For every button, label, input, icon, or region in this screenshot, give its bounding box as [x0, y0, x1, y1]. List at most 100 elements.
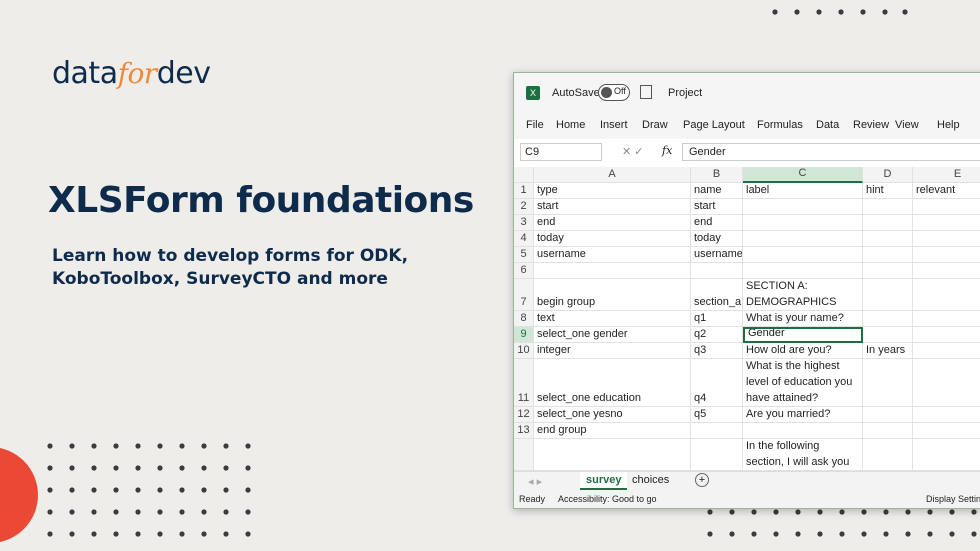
cell[interactable]: [743, 423, 863, 439]
cell[interactable]: [863, 311, 913, 327]
cell[interactable]: q1: [691, 311, 743, 327]
cell[interactable]: What is your name?: [743, 311, 863, 327]
cell[interactable]: What is the highest level of education y…: [743, 359, 863, 407]
cell[interactable]: username: [691, 247, 743, 263]
cell[interactable]: type: [534, 183, 691, 199]
name-box[interactable]: C9: [520, 143, 602, 161]
cell[interactable]: [863, 215, 913, 231]
cell[interactable]: [691, 423, 743, 439]
cell[interactable]: [913, 423, 980, 439]
cell[interactable]: [863, 439, 913, 471]
cell[interactable]: [743, 231, 863, 247]
cell[interactable]: end: [534, 215, 691, 231]
cell[interactable]: In years: [863, 343, 913, 359]
menu-item[interactable]: Help: [937, 119, 960, 131]
cell[interactable]: start: [691, 199, 743, 215]
column-header[interactable]: B: [691, 167, 743, 183]
cell[interactable]: name: [691, 183, 743, 199]
cell[interactable]: [743, 199, 863, 215]
cell[interactable]: [863, 407, 913, 423]
menu-item[interactable]: Data: [816, 119, 840, 131]
menu-item[interactable]: Draw: [642, 119, 668, 131]
cell[interactable]: [691, 263, 743, 279]
cell[interactable]: [913, 199, 980, 215]
sheet-tab[interactable]: survey: [580, 472, 628, 490]
fx[interactable]: fx: [662, 144, 673, 157]
cell[interactable]: [863, 263, 913, 279]
cell[interactable]: [913, 407, 980, 423]
add-sheet[interactable]: +: [695, 473, 709, 487]
cell[interactable]: select_one yesno: [534, 407, 691, 423]
menu-item[interactable]: Page Layout: [683, 119, 745, 131]
cell[interactable]: [913, 215, 980, 231]
cell[interactable]: end: [691, 215, 743, 231]
row-number[interactable]: [514, 439, 534, 471]
column-header[interactable]: E: [913, 167, 980, 183]
cell[interactable]: [863, 247, 913, 263]
menu-item[interactable]: Insert: [600, 119, 628, 131]
row-number[interactable]: 11: [514, 359, 534, 407]
menu-item[interactable]: File: [526, 119, 544, 131]
row-number[interactable]: 12: [514, 407, 534, 423]
cell[interactable]: begin group: [534, 279, 691, 311]
status[interactable]: Display Settings: [926, 494, 980, 504]
cell[interactable]: [913, 343, 980, 359]
formula-bar[interactable]: Gender: [682, 143, 980, 161]
cell[interactable]: label: [743, 183, 863, 199]
cell[interactable]: today: [534, 231, 691, 247]
cell[interactable]: q2: [691, 327, 743, 343]
cell[interactable]: integer: [534, 343, 691, 359]
row-number[interactable]: 1: [514, 183, 534, 199]
cell[interactable]: q3: [691, 343, 743, 359]
cell[interactable]: today: [691, 231, 743, 247]
cell[interactable]: In the following section, I will ask you: [743, 439, 863, 471]
cell[interactable]: [534, 263, 691, 279]
menu-item[interactable]: View: [895, 119, 919, 131]
cell[interactable]: [913, 247, 980, 263]
cell[interactable]: q4: [691, 359, 743, 407]
cell[interactable]: [743, 215, 863, 231]
cell[interactable]: [913, 263, 980, 279]
cell[interactable]: q5: [691, 407, 743, 423]
cell[interactable]: How old are you?: [743, 343, 863, 359]
row-number[interactable]: 9: [514, 327, 534, 343]
cell[interactable]: end group: [534, 423, 691, 439]
menu-item[interactable]: Home: [556, 119, 586, 131]
column-header[interactable]: A: [534, 167, 691, 183]
row-number[interactable]: 5: [514, 247, 534, 263]
cell[interactable]: [863, 199, 913, 215]
cell[interactable]: username: [534, 247, 691, 263]
menu-item[interactable]: Review: [853, 119, 890, 131]
cell[interactable]: section_a: [691, 279, 743, 311]
row-number[interactable]: 6: [514, 263, 534, 279]
status[interactable]: Accessibility: Good to go: [558, 494, 657, 504]
cell[interactable]: [691, 439, 743, 471]
cell[interactable]: SECTION A: DEMOGRAPHICS: [743, 279, 863, 311]
cell[interactable]: start: [534, 199, 691, 215]
cell[interactable]: [863, 231, 913, 247]
row-number[interactable]: 7: [514, 279, 534, 311]
menu-item[interactable]: Formulas: [757, 119, 803, 131]
cancel-icon[interactable]: ✕ ✓: [622, 146, 644, 158]
cell[interactable]: [913, 311, 980, 327]
cell[interactable]: [863, 279, 913, 311]
cell[interactable]: [913, 359, 980, 407]
cell[interactable]: [863, 423, 913, 439]
cell[interactable]: select_one education: [534, 359, 691, 407]
row-number[interactable]: 3: [514, 215, 534, 231]
cell[interactable]: [913, 327, 980, 343]
cell[interactable]: [743, 247, 863, 263]
cell[interactable]: [534, 439, 691, 471]
cell[interactable]: [913, 279, 980, 311]
row-number[interactable]: 10: [514, 343, 534, 359]
cell[interactable]: Are you married?: [743, 407, 863, 423]
row-number[interactable]: 4: [514, 231, 534, 247]
cell[interactable]: [913, 439, 980, 471]
cell[interactable]: [913, 231, 980, 247]
row-number[interactable]: 2: [514, 199, 534, 215]
save-icon[interactable]: [640, 85, 652, 99]
cell[interactable]: text: [534, 311, 691, 327]
row-number[interactable]: 8: [514, 311, 534, 327]
row-number[interactable]: 13: [514, 423, 534, 439]
cell[interactable]: Gender: [743, 327, 863, 343]
